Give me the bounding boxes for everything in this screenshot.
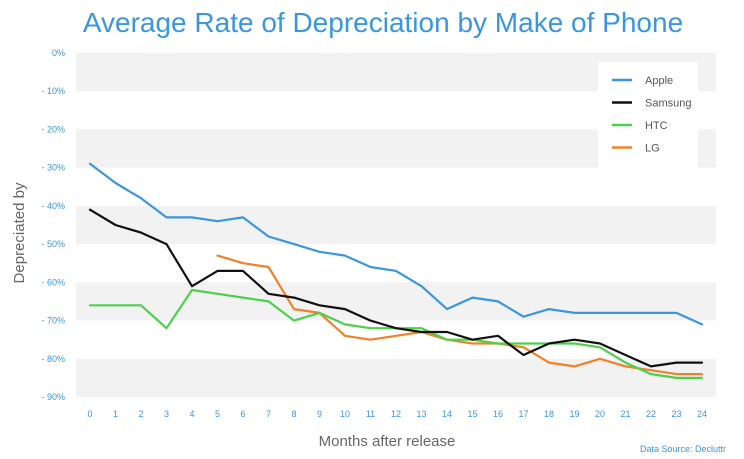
y-tick-label: 0% [52,48,65,58]
data-source: Data Source: Decluttr [640,444,726,454]
x-tick-label: 11 [366,409,375,419]
grid-band [76,205,716,245]
legend-label-apple: Apple [645,75,673,87]
series-line-apple [88,162,704,326]
x-tick-label: 8 [291,409,296,419]
y-tick-label: - 60% [41,277,65,287]
x-tick-label: 20 [595,409,605,419]
x-tick-label: 3 [164,409,169,419]
x-tick-label: 17 [518,409,528,419]
y-axis-label: Depreciated by [11,182,28,283]
x-tick-label: 7 [266,409,271,419]
y-tick-label: - 80% [41,354,65,364]
x-tick-label: 6 [240,409,245,419]
y-tick-label: - 40% [41,201,65,211]
legend-label-lg: LG [645,143,660,155]
x-tick-label: 21 [620,409,630,419]
x-tick-label: 5 [215,409,220,419]
legend-label-htc: HTC [645,120,668,132]
x-tick-label: 10 [340,409,350,419]
series-line-lg [216,254,704,376]
y-tick-label: - 30% [41,163,65,173]
x-tick-label: 14 [442,409,452,419]
series-line-samsung [88,208,704,368]
y-tick-label: - 70% [41,316,65,326]
x-tick-label: 23 [671,409,681,419]
x-axis-label: Months after release [319,433,456,450]
x-tick-label: 16 [493,409,503,419]
x-tick-label: 12 [391,409,401,419]
x-tick-label: 18 [544,409,554,419]
x-tick-label: 15 [467,409,477,419]
x-tick-label: 2 [138,409,143,419]
x-tick-label: 22 [646,409,656,419]
x-tick-label: 24 [697,409,707,419]
y-tick-label: - 50% [41,239,65,249]
x-axis-ticks: 0 1 2 3 4 5 6 7 8 9 10 11 12 13 14 15 16 17 18 19 20 21 22 23 24 [87,409,707,419]
y-axis-ticks: 0% - 10% - 20% - 30% - 40% - 50% - 60% - 70% - 8… [41,48,65,402]
legend-label-samsung: Samsung [645,98,691,110]
x-tick-label: 4 [189,409,194,419]
x-tick-label: 9 [317,409,322,419]
legend: Apple Samsung HTC LG [598,62,698,168]
y-tick-label: - 10% [41,86,65,96]
x-tick-label: 19 [569,409,579,419]
grid-band [76,358,716,397]
y-tick-label: - 90% [41,392,65,402]
x-tick-label: 1 [113,409,118,419]
series-lines [88,162,704,379]
y-tick-label: - 20% [41,124,65,134]
grid-band [76,282,716,321]
x-tick-label: 13 [416,409,426,419]
x-tick-label: 0 [87,409,92,419]
chart-title: Average Rate of Depreciation by Make of … [83,7,683,38]
